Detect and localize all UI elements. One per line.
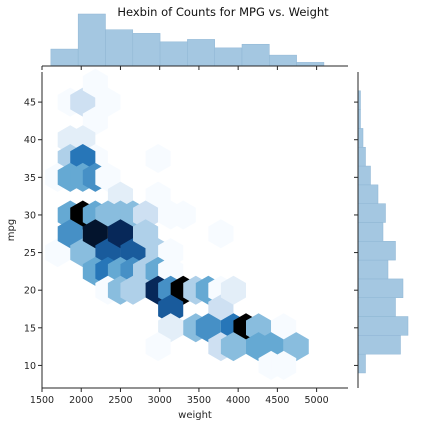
hexbin-cell — [145, 332, 171, 362]
x-tick-label: 4500 — [265, 395, 289, 406]
hexbin-cell — [70, 87, 96, 117]
main-spines — [41, 72, 348, 389]
hexbin-cell — [45, 238, 71, 268]
hexbin-cell — [107, 181, 134, 211]
marginal-x-bar — [296, 62, 325, 67]
x-tick-label: 2000 — [69, 395, 93, 406]
marginal-x-histogram — [41, 13, 348, 70]
marginal-y-bar — [357, 297, 396, 317]
hexbin-cell — [57, 219, 83, 249]
y-axis-label: mpg — [6, 219, 17, 241]
x-tick-label: 2500 — [108, 395, 132, 406]
x-axis-label: weight — [178, 410, 212, 421]
y-axis-ticks: 10 15 20 25 30 35 40 45 — [24, 98, 42, 372]
hexbin-cell — [246, 313, 272, 343]
y-tick-label: 15 — [24, 323, 36, 334]
marginal-x-bar — [241, 43, 270, 67]
x-tick-label: 5000 — [305, 395, 329, 406]
hexbin-cell — [95, 238, 121, 268]
hexbin-cell — [283, 332, 309, 362]
y-tick-label: 20 — [24, 286, 36, 297]
y-tick-label: 45 — [24, 98, 36, 109]
y-tick-label: 25 — [24, 248, 36, 259]
marginal-y-bar — [357, 146, 366, 167]
marginal-y-bar — [357, 241, 396, 261]
hexbin-cell — [107, 219, 134, 249]
hexbin-cell — [271, 313, 297, 343]
hexbin-cell — [82, 68, 108, 98]
hexbin-cell — [120, 275, 146, 305]
marginal-x-bar — [159, 41, 188, 67]
marginal-y-bar — [357, 128, 364, 148]
marginal-y-bar — [357, 165, 371, 186]
hexbin-cell — [133, 200, 159, 230]
hexbin-cell — [208, 219, 234, 249]
hexbin-cell — [120, 238, 146, 268]
hexbin-cells — [45, 68, 309, 380]
marginal-y-bar — [357, 316, 409, 336]
y-tick-label: 35 — [24, 173, 36, 184]
hexbin-cell — [145, 181, 171, 211]
hexbin-cell — [133, 219, 159, 249]
hexbin-cell — [258, 332, 284, 362]
hexbin-cell — [70, 238, 96, 268]
marginal-y-bar — [357, 259, 389, 280]
marginal-y-bar — [357, 203, 386, 223]
marginal-y-histogram — [354, 72, 409, 388]
hexbin-cell — [220, 275, 246, 305]
hexbin-cell — [158, 294, 184, 324]
hexbin-cell — [158, 256, 184, 286]
hexbin-cell — [82, 219, 108, 249]
marginal-y-bar — [357, 353, 366, 374]
hexbin-cell — [95, 87, 121, 117]
y-tick-label: 10 — [24, 361, 36, 372]
marginal-x-bar — [105, 29, 134, 67]
hexbin-cell — [70, 125, 96, 155]
hexbin-cell — [220, 332, 246, 362]
marginal-y-bar — [357, 184, 379, 204]
hexbin-cell — [82, 106, 108, 136]
chart-title: Hexbin of Counts for MPG vs. Weight — [117, 5, 329, 19]
marginal-y-bar — [357, 278, 404, 298]
y-tick-label: 40 — [24, 135, 36, 146]
marginal-x-bar — [187, 39, 215, 67]
hexbin-cell — [95, 162, 121, 192]
marginal-y-bar — [357, 335, 401, 355]
hexbin-cell — [170, 200, 196, 230]
marginal-x-bar — [269, 54, 297, 67]
x-tick-label: 3000 — [148, 395, 172, 406]
marginal-y-bar — [357, 222, 384, 242]
x-tick-label: 1500 — [30, 395, 54, 406]
x-tick-label: 3500 — [187, 395, 211, 406]
hexbin-cell — [271, 350, 297, 380]
hexbin-cell — [208, 294, 234, 324]
hexbin-cell — [70, 144, 96, 174]
marginal-x-bar — [214, 47, 243, 67]
main-plot: 1500 2000 2500 3000 3500 4000 4500 5000 10 15 20 2… — [6, 68, 348, 421]
marginal-x-bar — [77, 13, 106, 67]
y-tick-label: 30 — [24, 210, 36, 221]
marginal-x-bar — [132, 33, 161, 67]
x-axis-ticks: 1500 2000 2500 3000 3500 4000 4500 5000 — [30, 388, 329, 406]
x-tick-label: 4000 — [226, 395, 250, 406]
hexbin-cell — [158, 313, 184, 343]
hexbin-cell — [158, 238, 184, 268]
hexbin-cell — [145, 144, 171, 174]
marginal-x-bar — [50, 48, 79, 67]
hexbin-cell — [195, 313, 221, 343]
